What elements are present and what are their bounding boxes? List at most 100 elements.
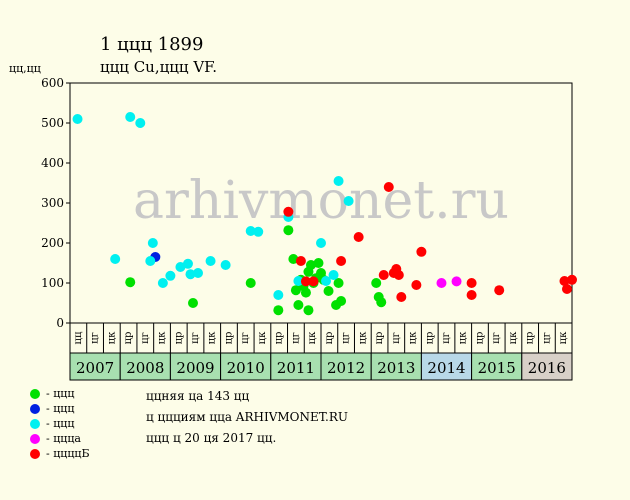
year-cell — [420, 352, 473, 381]
data-point — [333, 176, 344, 186]
sub-period-label: цр — [374, 332, 385, 345]
sub-period-label: цр — [223, 332, 234, 345]
sub-period-label: цк — [558, 331, 569, 344]
data-point — [494, 285, 505, 296]
sub-period-label: цг — [140, 332, 151, 344]
y-tick-label: 600 — [41, 76, 64, 90]
data-point — [135, 118, 146, 128]
sub-period-label: цг — [240, 332, 251, 344]
data-point — [561, 284, 572, 294]
legend-dot-green — [30, 388, 40, 399]
legend-dot-blue — [30, 403, 40, 414]
data-point — [283, 225, 294, 236]
data-point — [336, 296, 347, 306]
y-tick-label: 300 — [41, 196, 64, 210]
data-point — [283, 206, 294, 217]
year-cell — [220, 352, 272, 381]
sub-period-label: цр — [173, 332, 184, 345]
sub-period-label: цр — [525, 332, 536, 345]
data-point — [411, 280, 422, 290]
sub-period-label: цр — [123, 332, 134, 345]
data-point — [466, 278, 477, 288]
legend-item-green: - ццц — [30, 386, 90, 401]
year-label: 2011 — [277, 359, 315, 377]
data-point — [323, 286, 334, 296]
year-label: 2008 — [126, 359, 164, 377]
year-cell — [169, 352, 222, 381]
chart-title: 1 ццц 1899 — [100, 34, 204, 55]
chart-subtitle: ццц Cu,ццц VF. — [100, 58, 217, 76]
data-point — [288, 254, 299, 264]
year-label: 2013 — [377, 359, 415, 377]
data-point — [245, 226, 256, 236]
legend-label: - ццц — [46, 402, 75, 415]
data-point — [253, 226, 264, 237]
data-point — [273, 305, 284, 316]
info-line: ц ццциям цца ARHIVMONET.RU — [146, 410, 348, 424]
data-point — [125, 277, 136, 288]
data-point — [182, 258, 193, 269]
info-block: ццняя цa 143 цц ц ццциям цца ARHIVMONET.… — [146, 386, 348, 449]
data-point — [376, 297, 387, 308]
data-point — [305, 260, 316, 270]
year-label: 2010 — [227, 359, 265, 377]
data-point — [336, 256, 347, 266]
year-cell — [471, 352, 523, 381]
sub-period-label: цг — [90, 332, 101, 344]
data-point — [303, 305, 314, 316]
data-point — [466, 290, 477, 300]
year-cell — [119, 352, 171, 381]
watermark: arhivmonet.ru — [133, 171, 509, 231]
data-point — [343, 196, 354, 206]
data-point — [185, 269, 196, 280]
sub-period-label: цг — [190, 332, 201, 344]
data-point — [383, 182, 394, 192]
data-point — [393, 270, 404, 280]
data-point — [313, 258, 324, 268]
info-line: ццц ц 20 ця 2017 цц. — [146, 431, 277, 445]
y-tick-label: 200 — [41, 236, 64, 250]
year-label: 2007 — [76, 359, 114, 377]
year-cell — [370, 352, 422, 381]
data-point — [300, 276, 311, 287]
data-point — [72, 114, 83, 124]
sub-period-label: цг — [391, 332, 402, 344]
data-point — [559, 276, 570, 286]
sub-period-label: цр — [474, 332, 485, 345]
data-point — [371, 278, 382, 288]
y-tick-label: 0 — [56, 316, 64, 330]
year-cell — [521, 352, 573, 381]
sub-period-label: цк — [106, 331, 117, 344]
sub-period-label: цг — [341, 332, 352, 344]
data-point — [110, 254, 121, 264]
data-point — [220, 260, 231, 270]
data-point — [321, 276, 332, 286]
data-point — [193, 268, 204, 278]
legend-label: - ццц — [46, 387, 75, 400]
data-point — [187, 298, 198, 308]
sub-period-label: цг — [441, 332, 452, 344]
info-line: ццняя цa 143 цц — [146, 389, 250, 403]
legend-item-magenta: - цццa — [30, 431, 90, 446]
legend-label: - ццц — [46, 417, 75, 430]
year-cell — [69, 352, 121, 381]
year-label: 2009 — [176, 359, 214, 377]
sub-period-label: цр — [324, 332, 335, 345]
data-point — [205, 256, 216, 266]
sub-period-label: цг — [491, 332, 502, 344]
data-point — [416, 246, 427, 257]
sub-period-label: цк — [257, 331, 268, 344]
sub-period-label: цц — [73, 331, 84, 344]
sub-period-label: цр — [274, 332, 285, 345]
data-point — [353, 232, 364, 242]
data-point — [293, 276, 304, 286]
legend-dot-magenta — [30, 433, 40, 444]
sub-period-label: цк — [157, 331, 168, 344]
sub-period-label: цк — [458, 331, 469, 344]
data-point — [145, 256, 156, 266]
sub-period-label: цг — [541, 332, 552, 344]
data-point — [245, 278, 256, 288]
year-label: 2014 — [427, 359, 465, 377]
data-point — [125, 112, 136, 122]
